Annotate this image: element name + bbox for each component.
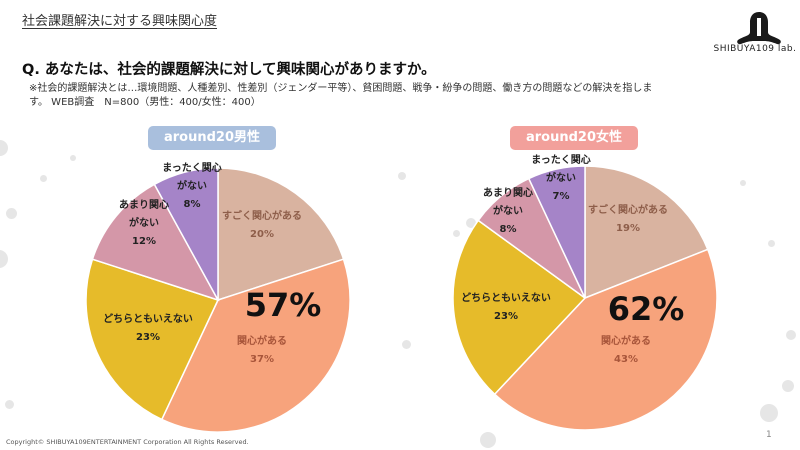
slice-value-sugoku: 20% bbox=[250, 229, 274, 240]
slice-label-amari: がない bbox=[129, 216, 159, 229]
male-chart-title: around20男性 bbox=[148, 126, 276, 150]
slice-label-kanshin: 関心がある bbox=[237, 334, 287, 347]
pie-slice-kanshin bbox=[493, 248, 718, 431]
pie-slice-dochira bbox=[85, 258, 220, 421]
slice-label-amari: あまり関心 bbox=[483, 186, 533, 199]
slice-label-dochira: どちらともいえない bbox=[461, 291, 551, 304]
survey-note: ※社会的課題解決とは…環境問題、人種差別、性差別（ジェンダー平等）、貧困問題、戦… bbox=[29, 82, 774, 110]
female-chart-title: around20女性 bbox=[510, 126, 638, 150]
slice-value-dochira: 23% bbox=[494, 311, 518, 322]
page-number: 1 bbox=[766, 430, 772, 440]
pie-slice-mattaku bbox=[527, 165, 586, 299]
slice-label-amari: あまり関心 bbox=[119, 198, 169, 211]
decor-dot bbox=[760, 404, 778, 422]
slice-label-mattaku: まったく関心 bbox=[162, 162, 222, 174]
slice-label-mattaku: がない bbox=[546, 171, 576, 184]
slice-label-sugoku: すごく関心がある bbox=[222, 209, 302, 222]
slice-label-amari: がない bbox=[493, 204, 523, 217]
slice-value-amari: 8% bbox=[500, 224, 517, 235]
slice-value-sugoku: 19% bbox=[616, 223, 640, 234]
decor-dot bbox=[402, 340, 411, 349]
decor-dot bbox=[786, 330, 796, 340]
slice-value-mattaku: 8% bbox=[184, 199, 201, 210]
pie-slice-mattaku bbox=[153, 167, 219, 301]
slice-value-dochira: 23% bbox=[136, 332, 160, 343]
slice-value-kanshin: 37% bbox=[250, 354, 274, 365]
pie-slice-dochira bbox=[452, 219, 587, 396]
pie-slice-sugoku bbox=[584, 165, 709, 300]
decor-dot bbox=[480, 432, 496, 448]
copyright: Copyright© SHIBUYA109ENTERTAINMENT Corpo… bbox=[6, 438, 249, 446]
decor-dot bbox=[70, 155, 76, 161]
pie-slice-sugoku bbox=[217, 167, 345, 302]
decor-dot bbox=[0, 140, 8, 156]
decor-dot bbox=[5, 400, 14, 409]
slice-label-mattaku: まったく関心 bbox=[531, 154, 591, 166]
pie-slice-kanshin bbox=[160, 258, 351, 433]
slice-value-mattaku: 7% bbox=[553, 191, 570, 202]
page-title: 社会課題解決に対する興味関心度 bbox=[22, 14, 218, 29]
slice-label-sugoku: すごく関心がある bbox=[588, 203, 668, 216]
shibuya109-lab-logo bbox=[737, 12, 781, 45]
decor-dot bbox=[453, 230, 460, 237]
logo-text: SHIBUYA109 lab. bbox=[713, 44, 797, 54]
slice-value-amari: 12% bbox=[132, 236, 156, 247]
big-percentage-label: 62% bbox=[608, 290, 685, 328]
slice-label-dochira: どちらともいえない bbox=[103, 312, 193, 325]
slice-label-kanshin: 関心がある bbox=[601, 334, 651, 347]
note-line-2: す。 WEB調査 N=800（男性：400/女性：400） bbox=[29, 97, 261, 108]
decor-dot bbox=[466, 218, 476, 228]
decor-dot bbox=[0, 250, 8, 268]
slice-value-kanshin: 43% bbox=[614, 354, 638, 365]
big-percentage-label: 57% bbox=[245, 286, 322, 324]
decor-dot bbox=[782, 380, 794, 392]
decor-dot bbox=[398, 172, 406, 180]
decor-dot bbox=[6, 208, 17, 219]
note-line-1: ※社会的課題解決とは…環境問題、人種差別、性差別（ジェンダー平等）、貧困問題、戦… bbox=[29, 83, 653, 94]
pie-slice-amari bbox=[91, 183, 220, 302]
decor-dot bbox=[768, 240, 775, 247]
decor-dot bbox=[40, 175, 47, 182]
survey-question: Q. あなたは、社会的課題解決に対して興味関心がありますか。 bbox=[22, 62, 436, 78]
slice-label-mattaku: がない bbox=[177, 179, 207, 192]
decor-dot bbox=[740, 180, 746, 186]
